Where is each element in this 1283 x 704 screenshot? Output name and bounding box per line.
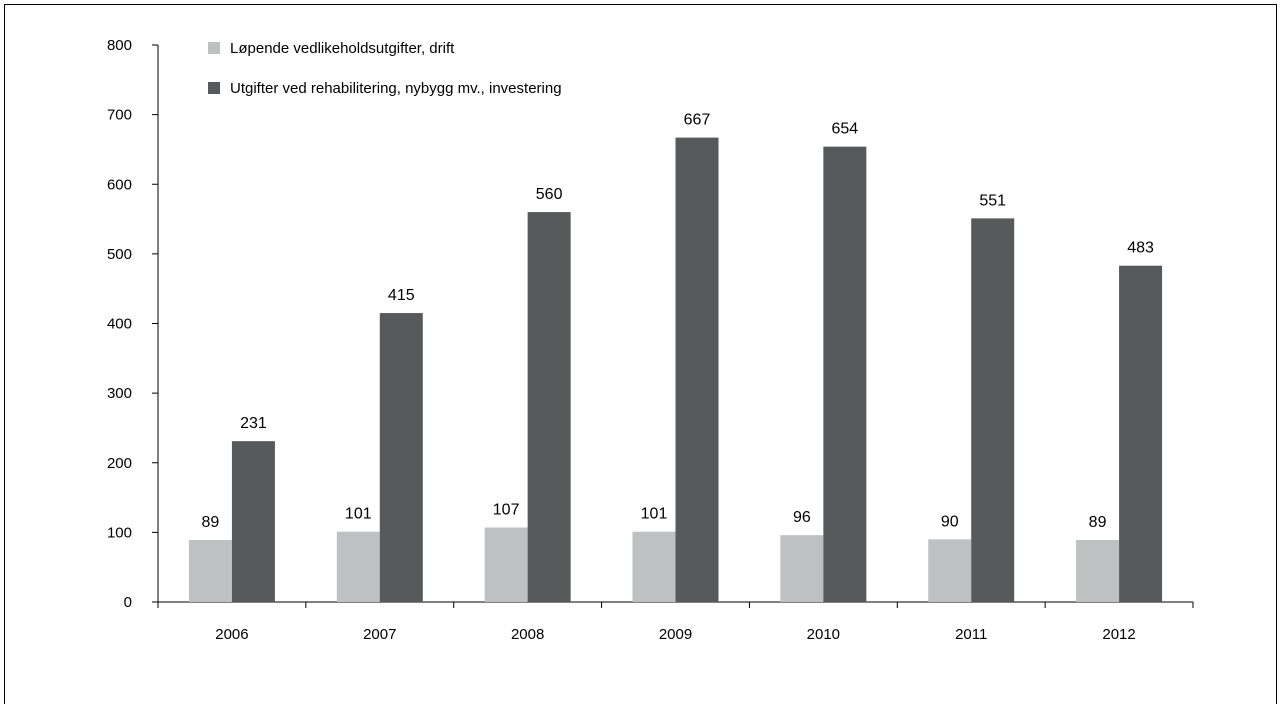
x-tick-label: 2010: [807, 626, 840, 643]
bar-series-1: [633, 532, 676, 602]
bar-series-2: [380, 313, 423, 602]
data-label: 96: [793, 509, 811, 526]
data-label: 101: [345, 506, 372, 523]
x-tick-label: 2006: [215, 626, 248, 643]
x-tick-label: 2012: [1102, 626, 1135, 643]
y-tick-label: 200: [107, 455, 132, 472]
bar-series-2: [528, 212, 571, 602]
bar-series-2: [676, 138, 719, 602]
legend: Løpende vedlikeholdsutgifter, drift Utgif…: [208, 40, 562, 97]
data-label: 90: [941, 513, 959, 530]
x-tick-label: 2007: [363, 626, 396, 643]
bar-series-1: [1076, 540, 1119, 602]
data-label: 89: [202, 514, 220, 531]
bar-series-1: [189, 540, 232, 602]
y-tick-label: 400: [107, 316, 132, 333]
data-label: 107: [493, 502, 520, 519]
data-label: 415: [388, 287, 415, 304]
data-label: 667: [684, 112, 711, 129]
data-label: 89: [1089, 514, 1107, 531]
x-tick-label: 2009: [659, 626, 692, 643]
bar-series-2: [1119, 266, 1162, 602]
data-label: 483: [1127, 240, 1154, 257]
data-label: 231: [240, 415, 267, 432]
y-tick-label: 0: [124, 594, 132, 611]
bar-series-2: [971, 218, 1014, 602]
legend-label: Utgifter ved rehabilitering, nybygg mv.,…: [230, 80, 562, 97]
y-tick-label: 300: [107, 385, 132, 402]
data-label: 101: [641, 506, 668, 523]
y-tick-label: 700: [107, 107, 132, 124]
bar-series-1: [780, 535, 823, 602]
y-tick-label: 800: [107, 37, 132, 54]
x-tick-label: 2008: [511, 626, 544, 643]
bar-series-1: [928, 539, 971, 602]
legend-swatch: [208, 82, 220, 94]
y-tick-label: 100: [107, 524, 132, 541]
y-tick-label: 500: [107, 246, 132, 263]
bar-series-1: [337, 532, 380, 602]
x-tick-label: 2011: [955, 626, 987, 643]
bar-series-2: [232, 441, 275, 602]
bar-series-1: [485, 528, 528, 602]
data-label: 560: [536, 186, 563, 203]
bars: [189, 138, 1162, 602]
legend-label: Løpende vedlikeholdsutgifter, drift: [230, 40, 455, 57]
y-tick-label: 600: [107, 176, 132, 193]
bar-series-2: [823, 147, 866, 602]
data-label: 654: [832, 121, 859, 138]
legend-swatch: [208, 42, 220, 54]
data-label: 551: [979, 192, 1006, 209]
